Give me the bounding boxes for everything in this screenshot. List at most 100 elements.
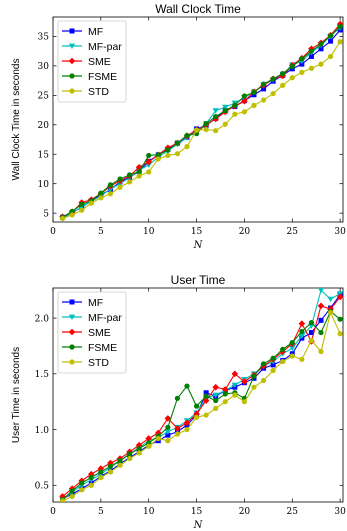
- data-point: [174, 431, 181, 437]
- y-tick-label: 5: [43, 209, 49, 219]
- data-point: [231, 370, 239, 378]
- data-point: [126, 179, 133, 185]
- data-point: [327, 53, 334, 60]
- legend-label: STD: [88, 86, 109, 98]
- data-point: [260, 97, 267, 103]
- data-point: [88, 200, 94, 206]
- data-point: [174, 151, 181, 157]
- legend-box: [57, 291, 127, 374]
- data-point: [308, 319, 315, 326]
- data-point: [212, 108, 219, 114]
- data-point: [327, 296, 334, 303]
- data-point: [251, 102, 257, 108]
- y-axis-label: Wall Clock Time in seconds: [11, 59, 22, 181]
- data-point: [289, 75, 295, 81]
- data-point: [126, 455, 133, 462]
- data-point: [69, 212, 75, 218]
- legend-entry: SME: [62, 327, 111, 339]
- x-tick-label: 0: [50, 227, 56, 237]
- data-point: [270, 362, 276, 368]
- data-point: [165, 424, 171, 430]
- data-point: [232, 111, 238, 117]
- legend-entry: MF: [62, 297, 103, 309]
- data-point: [299, 328, 305, 335]
- data-point: [59, 498, 66, 502]
- data-point: [69, 493, 75, 500]
- data-point: [289, 345, 296, 352]
- data-point: [193, 410, 200, 418]
- legend-entry: STD: [62, 357, 109, 369]
- data-point: [165, 152, 171, 159]
- data-point: [318, 317, 324, 323]
- data-point: [327, 309, 334, 316]
- y-tick-label: 1.5: [35, 370, 50, 380]
- y-tick-label: 2.0: [35, 314, 50, 324]
- series-std: [59, 309, 343, 502]
- plot-frame: [52, 16, 344, 223]
- data-point: [270, 355, 276, 361]
- data-point: [308, 65, 315, 71]
- data-point: [79, 201, 85, 207]
- legend-entry: MF-par: [62, 312, 122, 324]
- data-point: [289, 340, 295, 346]
- data-point: [328, 38, 334, 44]
- data-point: [241, 378, 248, 385]
- data-point: [145, 158, 153, 166]
- data-point: [337, 331, 343, 337]
- data-point: [251, 384, 257, 390]
- data-point: [98, 474, 104, 481]
- data-point: [270, 76, 276, 82]
- data-point: [212, 392, 219, 398]
- chart-title: Wall Clock Time: [155, 2, 241, 16]
- data-point: [337, 316, 343, 322]
- data-point: [202, 397, 210, 404]
- data-point: [79, 207, 85, 213]
- legend-entry: SME: [62, 56, 111, 68]
- data-point: [184, 132, 190, 139]
- legend-marker: [68, 328, 76, 336]
- data-point: [260, 81, 267, 87]
- data-point: [98, 190, 104, 196]
- data-point: [299, 56, 305, 62]
- data-point: [241, 93, 248, 99]
- legend-label: FSME: [88, 342, 117, 354]
- legend-label: MF-par: [88, 41, 122, 53]
- data-point: [117, 176, 123, 182]
- y-tick-label: 15: [38, 150, 50, 160]
- data-point: [241, 109, 248, 115]
- data-point: [212, 383, 220, 391]
- data-point: [337, 39, 343, 45]
- data-point: [213, 128, 219, 134]
- data-point: [164, 415, 172, 422]
- data-point: [203, 393, 209, 399]
- legend-label: SME: [88, 327, 111, 339]
- data-point: [88, 474, 94, 481]
- chart-title: User Time: [171, 273, 226, 287]
- series-std: [59, 39, 343, 222]
- data-point: [203, 390, 209, 396]
- data-point: [298, 320, 306, 327]
- x-tick-label: 10: [143, 227, 155, 237]
- data-point: [308, 337, 315, 343]
- data-point: [98, 469, 104, 475]
- data-point: [136, 169, 142, 175]
- data-point: [184, 383, 190, 389]
- x-tick-label: 15: [191, 227, 203, 237]
- legend-label: MF: [88, 297, 103, 309]
- data-point: [222, 108, 228, 114]
- x-tick-label: 10: [143, 507, 155, 517]
- series-fsme: [59, 23, 343, 220]
- x-tick-label: 15: [191, 507, 203, 517]
- data-point: [174, 395, 181, 401]
- data-point: [299, 356, 305, 362]
- plot-area: [59, 288, 343, 502]
- legend-marker: [68, 43, 76, 49]
- data-point: [289, 353, 295, 359]
- data-point: [107, 469, 114, 475]
- y-tick-label: 25: [38, 92, 50, 102]
- data-point: [117, 184, 123, 190]
- data-point: [107, 191, 114, 197]
- data-point: [174, 140, 181, 146]
- data-point: [203, 126, 209, 133]
